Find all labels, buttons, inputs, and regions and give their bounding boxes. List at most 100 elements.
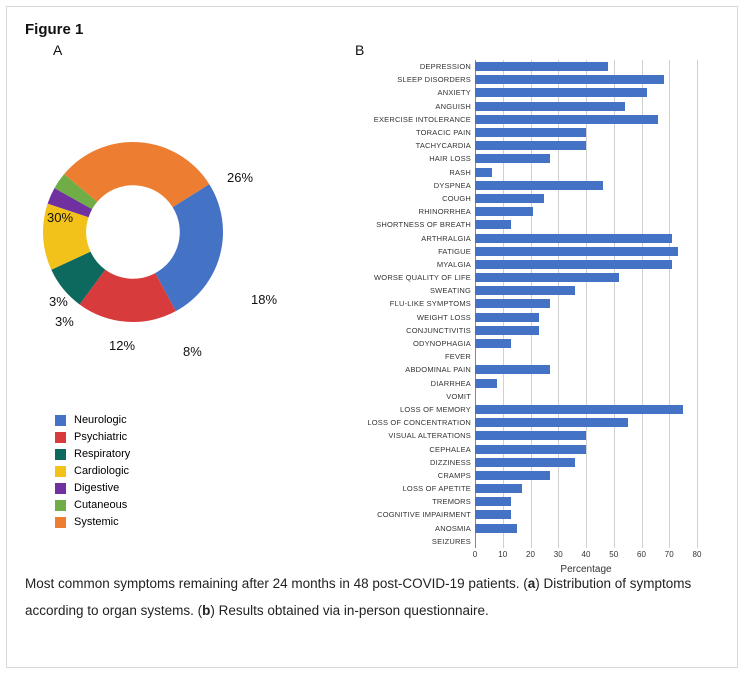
donut-pct-label: 8% — [183, 344, 202, 359]
bar-label: TORACIC PAIN — [345, 128, 475, 137]
legend-label: Neurologic — [74, 412, 127, 429]
donut-pct-label: 26% — [227, 170, 253, 185]
bar-label: CONJUNCTIVITIS — [345, 326, 475, 335]
legend-label: Cutaneous — [74, 497, 127, 514]
bar-row: WEIGHT LOSS — [345, 311, 705, 324]
bar — [475, 484, 522, 493]
bar-row: CONJUNCTIVITIS — [345, 324, 705, 337]
bar — [475, 168, 492, 177]
x-tick: 60 — [637, 550, 646, 559]
bar-row: LOSS OF APETITE — [345, 482, 705, 495]
legend-item: Respiratory — [55, 446, 130, 463]
legend-swatch — [55, 483, 66, 494]
bar-row: TORACIC PAIN — [345, 126, 705, 139]
x-tick: 30 — [554, 550, 563, 559]
legend-swatch — [55, 415, 66, 426]
bar-label: LOSS OF MEMORY — [345, 405, 475, 414]
caption-post: ) Results obtained via in-person questio… — [210, 603, 488, 618]
bar-row: TACHYCARDIA — [345, 139, 705, 152]
bar-row: ABDOMINAL PAIN — [345, 363, 705, 376]
bar-label: EXERCISE INTOLERANCE — [345, 115, 475, 124]
legend-item: Cutaneous — [55, 497, 130, 514]
bar-label: TREMORS — [345, 497, 475, 506]
legend-item: Psychiatric — [55, 429, 130, 446]
bar-row: DEPRESSION — [345, 60, 705, 73]
bar-row: HAIR LOSS — [345, 152, 705, 165]
bar — [475, 141, 586, 150]
legend-label: Systemic — [74, 514, 119, 531]
bar-label: WEIGHT LOSS — [345, 313, 475, 322]
bar-row: SHORTNESS OF BREATH — [345, 218, 705, 231]
bar-row: ANOSMIA — [345, 522, 705, 535]
bar-label: ODYNOPHAGIA — [345, 339, 475, 348]
bar — [475, 194, 544, 203]
x-axis: Percentage 01020304050607080 — [475, 550, 697, 582]
bar-row: SLEEP DISORDERS — [345, 73, 705, 86]
x-tick: 20 — [526, 550, 535, 559]
x-axis-label: Percentage — [560, 564, 611, 575]
bar-row: WORSE QUALITY OF LIFE — [345, 271, 705, 284]
donut-pct-label: 30% — [47, 210, 73, 225]
bar-label: DEPRESSION — [345, 62, 475, 71]
bar-label: ANOSMIA — [345, 524, 475, 533]
bar-row: LOSS OF MEMORY — [345, 403, 705, 416]
bar-label: CEPHALEA — [345, 445, 475, 454]
bar-label: SLEEP DISORDERS — [345, 75, 475, 84]
donut-pct-label: 18% — [251, 292, 277, 307]
bar — [475, 497, 511, 506]
bar-row: EXERCISE INTOLERANCE — [345, 113, 705, 126]
legend-label: Digestive — [74, 480, 119, 497]
bar-label: ABDOMINAL PAIN — [345, 365, 475, 374]
bar-row: VISUAL ALTERATIONS — [345, 429, 705, 442]
legend-label: Psychiatric — [74, 429, 127, 446]
legend: NeurologicPsychiatricRespiratoryCardiolo… — [55, 412, 130, 531]
bar-label: ANXIETY — [345, 88, 475, 97]
bar-label: HAIR LOSS — [345, 154, 475, 163]
bar — [475, 220, 511, 229]
bar-row: ANGUISH — [345, 100, 705, 113]
bar-label: TACHYCARDIA — [345, 141, 475, 150]
legend-item: Systemic — [55, 514, 130, 531]
bar-row: DYSPNEA — [345, 179, 705, 192]
bar-row: CEPHALEA — [345, 442, 705, 455]
x-tick: 80 — [693, 550, 702, 559]
bar-row: SWEATING — [345, 284, 705, 297]
bar — [475, 313, 539, 322]
bar-row: TREMORS — [345, 495, 705, 508]
bar-row: COGNITIVE IMPAIRMENT — [345, 508, 705, 521]
bar-label: FEVER — [345, 352, 475, 361]
donut-svg — [43, 142, 223, 322]
legend-swatch — [55, 466, 66, 477]
bar-label: VISUAL ALTERATIONS — [345, 431, 475, 440]
bar — [475, 431, 586, 440]
bar-chart: DEPRESSION SLEEP DISORDERS ANXIETY ANGUISH E… — [345, 60, 705, 582]
bar-row: FEVER — [345, 350, 705, 363]
bar — [475, 88, 647, 97]
figure-title: Figure 1 — [25, 21, 719, 38]
bar — [475, 75, 664, 84]
figure-container: Figure 1 A 30%26%18%8%12%3%3% Neurologic… — [6, 6, 738, 668]
x-tick: 50 — [609, 550, 618, 559]
bar — [475, 62, 608, 71]
legend-swatch — [55, 432, 66, 443]
bar — [475, 458, 575, 467]
x-tick: 40 — [582, 550, 591, 559]
bar — [475, 445, 586, 454]
bar-row: DIARRHEA — [345, 377, 705, 390]
donut-pct-label: 3% — [55, 314, 74, 329]
bar — [475, 247, 678, 256]
bar — [475, 260, 672, 269]
legend-swatch — [55, 517, 66, 528]
bar-label: DIZZINESS — [345, 458, 475, 467]
bar-row: MYALGIA — [345, 258, 705, 271]
bar — [475, 154, 550, 163]
legend-swatch — [55, 500, 66, 511]
bar-label: RHINORRHEA — [345, 207, 475, 216]
panel-b-letter: B — [355, 42, 719, 58]
bar — [475, 181, 603, 190]
bar-row: FLU-LIKE SYMPTOMS — [345, 297, 705, 310]
bar — [475, 339, 511, 348]
panel-a: A 30%26%18%8%12%3%3% NeurologicPsychiatr… — [25, 42, 345, 562]
bar-row: CRAMPS — [345, 469, 705, 482]
panel-a-letter: A — [53, 42, 345, 58]
